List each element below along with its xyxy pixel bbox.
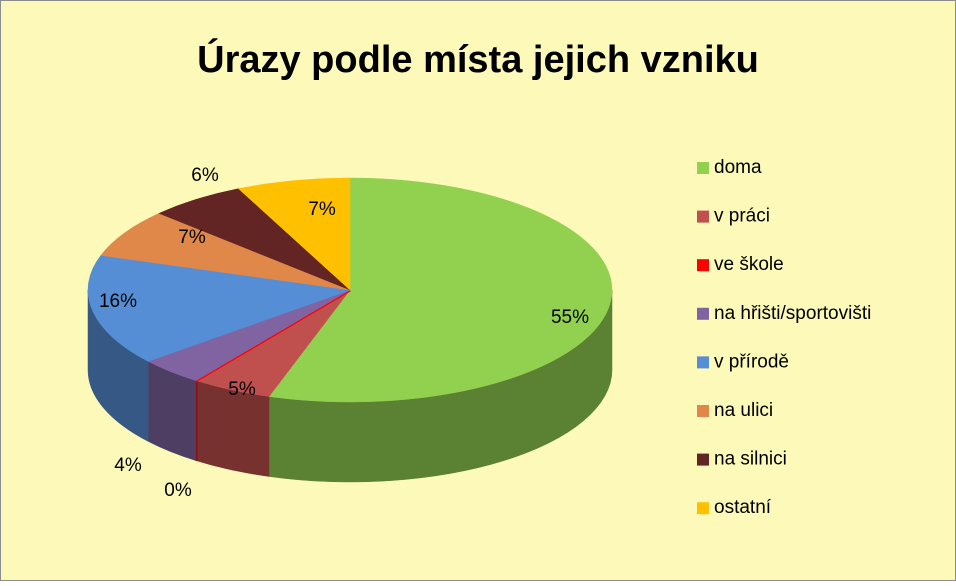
legend-label: v práci xyxy=(714,206,770,227)
legend-label: ve škole xyxy=(714,254,784,275)
data-label: 0% xyxy=(164,480,192,501)
legend-swatch xyxy=(697,162,709,174)
data-label: 7% xyxy=(178,227,206,248)
legend-label: na silnici xyxy=(714,449,787,470)
legend-label: doma xyxy=(714,157,762,178)
pie-slice xyxy=(87,255,351,362)
data-label: 7% xyxy=(308,199,336,220)
legend-swatch xyxy=(697,259,709,272)
legend-swatch xyxy=(697,502,709,515)
data-label: 55% xyxy=(551,307,589,328)
data-label: 5% xyxy=(228,379,256,400)
legend-label: na ulici xyxy=(714,400,773,421)
legend-swatch xyxy=(697,453,709,466)
legend-label: na hřišti/sportovišti xyxy=(714,303,871,324)
data-label: 4% xyxy=(114,455,142,476)
legend-swatch xyxy=(697,210,709,223)
legend-swatch xyxy=(697,356,709,369)
legend-label: ostatní xyxy=(714,497,772,518)
pie-slice xyxy=(268,177,613,403)
legend-label: v přírodě xyxy=(714,351,789,372)
data-label: 6% xyxy=(191,165,219,186)
pie-slice xyxy=(100,213,351,291)
chart-title: Úrazy podle místa jejich vzniku xyxy=(197,37,759,81)
data-label: 16% xyxy=(99,291,137,312)
pie-slice xyxy=(237,177,351,291)
legend-swatch xyxy=(697,307,709,320)
legend-swatch xyxy=(697,405,709,417)
